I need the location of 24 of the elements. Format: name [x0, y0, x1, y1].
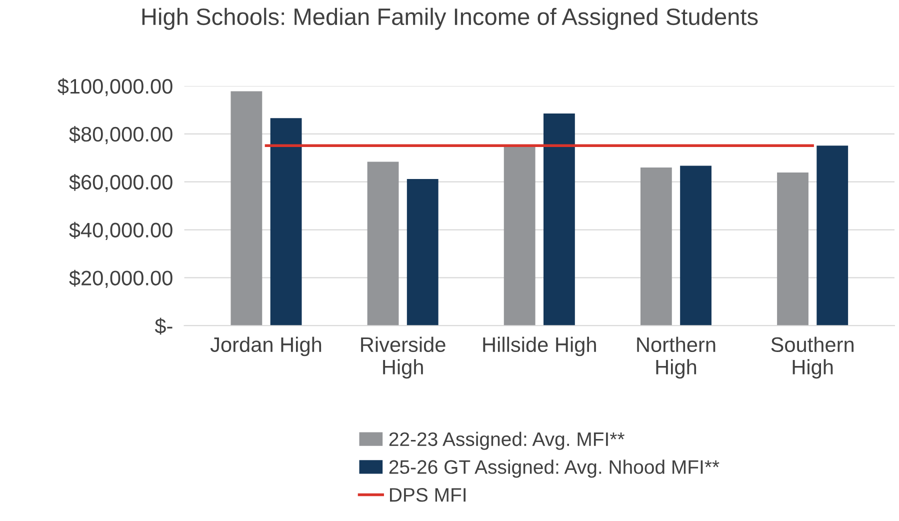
bar	[543, 114, 575, 326]
bar	[777, 172, 808, 326]
chart-title: High Schools: Median Family Income of Assigned Students	[142, 8, 758, 30]
legend-label: 25-26 GT Assigned: Avg. Nhood MFI**	[389, 460, 720, 478]
y-tick-label: $60,000.00	[69, 174, 172, 192]
y-tick-label: $100,000.00	[58, 78, 172, 96]
bar	[680, 166, 712, 326]
bar	[270, 118, 302, 326]
legend-label: 22-23 Assigned: Avg. MFI**	[389, 432, 624, 450]
y-tick-label: $40,000.00	[69, 222, 172, 240]
legend-label: DPS MFI	[390, 488, 466, 502]
x-tick-label: Southern High	[771, 336, 854, 379]
x-tick-label: Jordan High	[210, 336, 322, 356]
bar	[816, 146, 848, 326]
bar	[406, 178, 438, 326]
x-tick-label: Hillside High	[483, 336, 596, 356]
bar	[640, 167, 672, 326]
x-tick-label: Riverside High	[361, 336, 446, 379]
y-tick-label: $20,000.00	[69, 270, 172, 288]
bar	[367, 162, 399, 326]
bar	[230, 91, 262, 326]
y-tick-label: $80,000.00	[69, 126, 172, 144]
x-tick-label: Northern High	[637, 336, 716, 379]
y-tick-label: $-	[154, 318, 172, 335]
